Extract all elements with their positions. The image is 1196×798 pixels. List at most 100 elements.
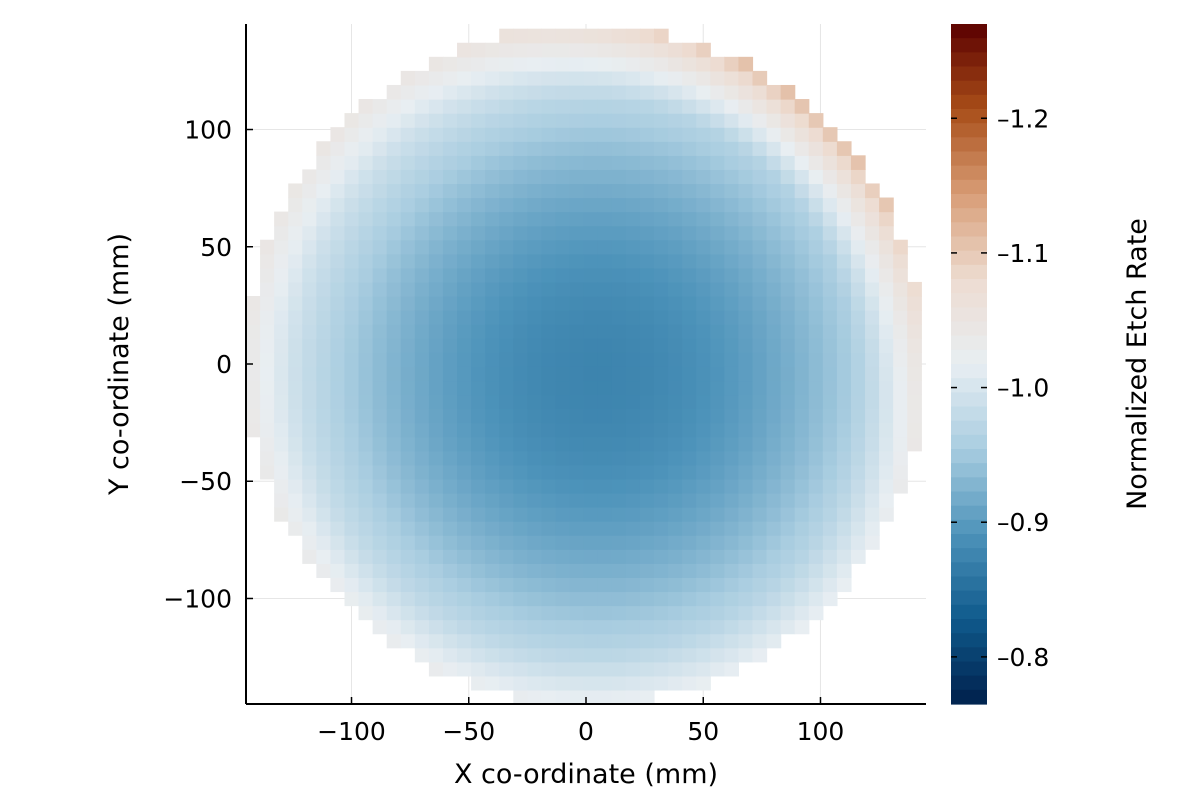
heatmap-cell: [386, 310, 402, 325]
heatmap-cell: [499, 141, 514, 156]
colorbar-segment: [951, 194, 987, 209]
heatmap-cell: [485, 408, 500, 424]
heatmap-cell: [442, 492, 458, 508]
heatmap-cell: [822, 211, 838, 227]
heatmap-cell: [639, 689, 655, 704]
heatmap-cell: [654, 155, 669, 170]
heatmap-cell: [513, 408, 528, 424]
heatmap-cell: [344, 577, 360, 593]
heatmap-cell: [555, 689, 571, 704]
heatmap-cell: [471, 633, 486, 649]
heatmap-cell: [513, 324, 528, 339]
heatmap-cell: [400, 113, 416, 128]
heatmap-cell: [668, 422, 683, 438]
heatmap-cell: [442, 56, 458, 72]
heatmap-cell: [527, 169, 543, 185]
heatmap-cell: [738, 605, 754, 621]
heatmap-cell: [865, 338, 880, 353]
heatmap-cell: [611, 253, 627, 269]
heatmap-cell: [710, 436, 725, 452]
heatmap-cell: [682, 492, 697, 508]
heatmap-cell: [372, 296, 388, 311]
heatmap-cell: [597, 689, 613, 704]
heatmap-cell: [471, 661, 486, 677]
heatmap-cell: [766, 577, 782, 593]
heatmap-cell: [414, 380, 430, 396]
colorbar-segment: [951, 378, 987, 393]
heatmap-cell: [879, 450, 894, 466]
heatmap-cell: [724, 352, 740, 367]
heatmap-cell: [555, 563, 571, 578]
heatmap-cell: [907, 352, 922, 367]
heatmap-cell: [400, 478, 416, 494]
heatmap-cell: [555, 28, 571, 44]
heatmap-cell: [710, 591, 725, 607]
heatmap-cell: [344, 267, 360, 283]
heatmap-cell: [752, 591, 768, 607]
colorbar-segment: [951, 477, 987, 493]
heatmap-cell: [513, 478, 528, 494]
heatmap-cell: [794, 549, 810, 564]
heatmap-cell: [611, 549, 627, 564]
heatmap-cell: [822, 535, 838, 550]
heatmap-cell: [710, 84, 725, 100]
heatmap-cell: [358, 521, 374, 536]
heatmap-cell: [752, 366, 768, 382]
heatmap-cell: [316, 521, 332, 536]
heatmap-cell: [457, 450, 472, 466]
heatmap-cell: [344, 183, 360, 199]
heatmap-cell: [822, 267, 838, 283]
heatmap-cell: [682, 127, 697, 142]
heatmap-cell: [696, 380, 711, 396]
heatmap-cell: [682, 577, 697, 593]
heatmap-cell: [471, 563, 486, 578]
heatmap-cell: [738, 647, 754, 663]
heatmap-cell: [527, 492, 543, 508]
heatmap-cell: [513, 352, 528, 367]
heatmap-cell: [668, 338, 683, 353]
heatmap-cell: [836, 253, 852, 269]
heatmap-cell: [457, 577, 472, 593]
heatmap-cell: [569, 549, 585, 564]
heatmap-cell: [527, 183, 543, 199]
heatmap-cell: [808, 549, 824, 564]
heatmap-cell: [682, 507, 697, 522]
heatmap-cell: [696, 563, 711, 578]
heatmap-cell: [738, 296, 754, 311]
heatmap-cell: [724, 84, 740, 100]
heatmap-cell: [541, 281, 557, 297]
heatmap-cell: [569, 324, 585, 339]
heatmap-cell: [428, 310, 444, 325]
heatmap-cell: [330, 380, 346, 396]
heatmap-cell: [541, 56, 557, 72]
heatmap-cell: [850, 366, 866, 382]
heatmap-cell: [499, 366, 514, 382]
heatmap-cell: [442, 478, 458, 494]
heatmap-cell: [752, 563, 768, 578]
heatmap-cell: [850, 464, 866, 480]
heatmap-cell: [893, 464, 908, 480]
heatmap-cell: [274, 394, 289, 410]
heatmap-cell: [344, 296, 360, 311]
heatmap-cell: [682, 197, 697, 213]
heatmap-cell: [358, 197, 374, 213]
heatmap-cell: [654, 675, 669, 691]
heatmap-cell: [583, 84, 599, 100]
heatmap-cell: [485, 577, 500, 593]
heatmap-cell: [330, 408, 346, 424]
heatmap-cell: [682, 647, 697, 663]
heatmap-cell: [442, 70, 458, 86]
heatmap-cell: [724, 436, 740, 452]
heatmap-cell: [344, 450, 360, 466]
heatmap-cell: [400, 633, 416, 649]
heatmap-cell: [499, 281, 514, 297]
heatmap-cell: [907, 338, 922, 353]
heatmap-cell: [527, 141, 543, 156]
heatmap-cell: [457, 42, 472, 58]
heatmap-cell: [442, 366, 458, 382]
heatmap-cell: [611, 436, 627, 452]
heatmap-cell: [583, 70, 599, 86]
heatmap-cell: [442, 661, 458, 677]
heatmap-cell: [569, 689, 585, 704]
heatmap-cell: [414, 296, 430, 311]
